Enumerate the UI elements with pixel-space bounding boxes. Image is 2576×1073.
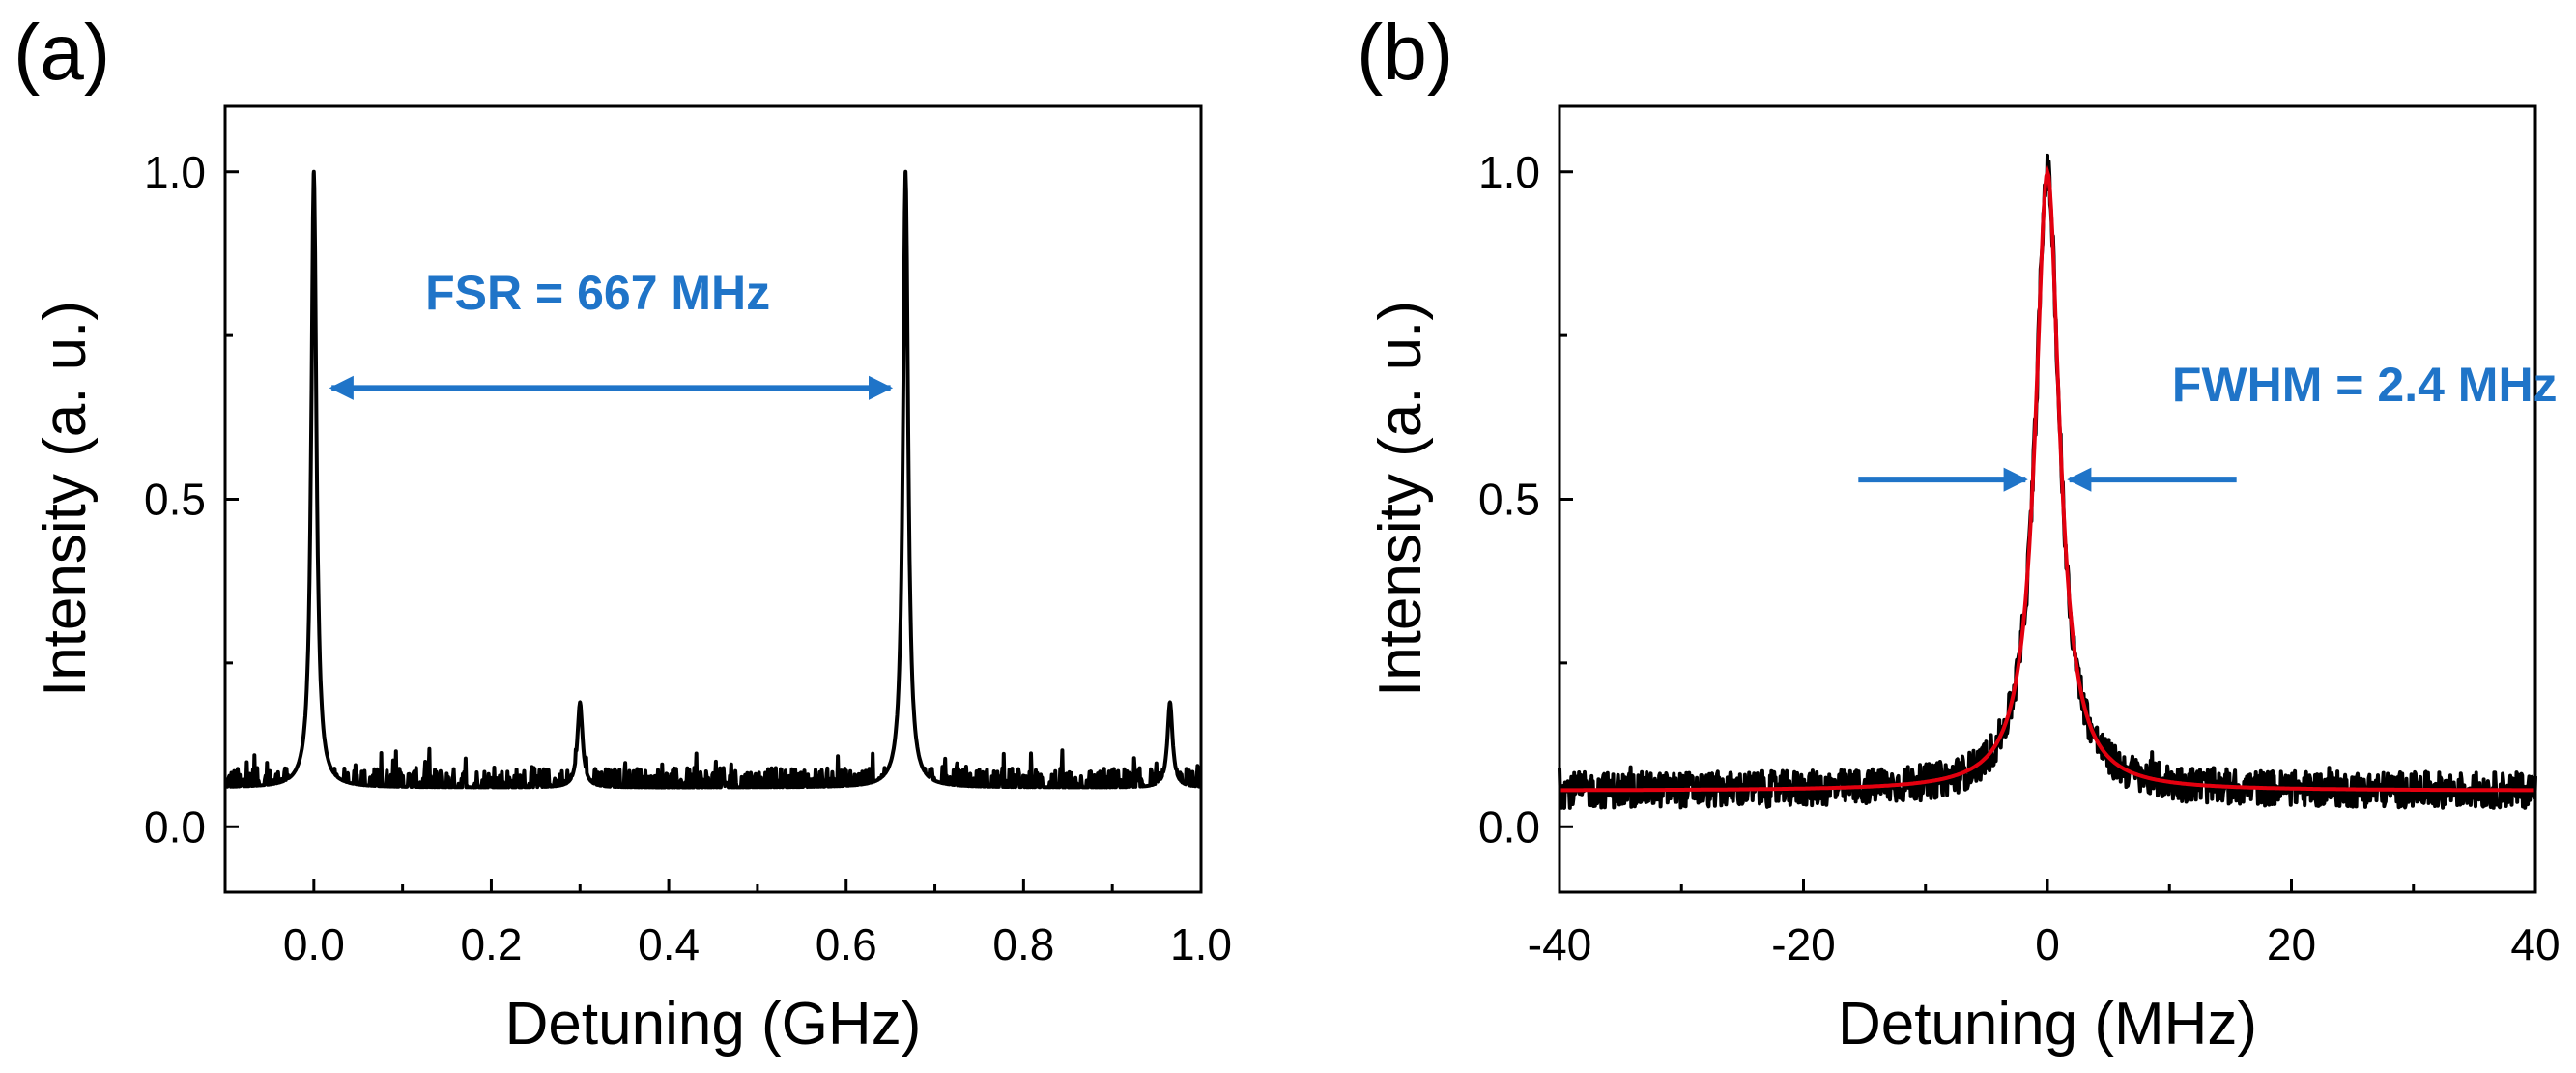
- panel-b-label: (b): [1357, 9, 1453, 97]
- x-tick-label: 0: [2035, 919, 2060, 970]
- y-tick-label: 1.0: [144, 147, 206, 197]
- measured-series-line: [223, 169, 1203, 790]
- panel-a: (a) 0.0 0.2 0.4 0.6 0.8 1.0 0.0 0.5 1.0 FSR = 66…: [14, 9, 1232, 1058]
- panel-b-x-axis-label: Detuning (MHz): [1838, 991, 2257, 1058]
- panel-a-label: (a): [14, 9, 110, 97]
- x-tick-label: 0.8: [992, 919, 1054, 970]
- x-tick-label: -40: [1528, 919, 1591, 970]
- x-tick-label: 20: [2267, 919, 2316, 970]
- y-tick-label: 0.0: [1478, 801, 1540, 852]
- panel-b-plot-area: [1558, 153, 2537, 810]
- y-tick-label: 0.5: [1478, 475, 1540, 525]
- panel-a-ticks: 0.0 0.2 0.4 0.6 0.8 1.0 0.0 0.5 1.0: [144, 147, 1232, 970]
- measured-series-line: [1558, 153, 2537, 810]
- x-tick-label: 0.6: [816, 919, 877, 970]
- x-tick-label: 0.2: [460, 919, 522, 970]
- x-tick-label: 0.4: [638, 919, 700, 970]
- y-tick-label: 0.5: [144, 475, 206, 525]
- panel-b-annotation: FWHM = 2.4 MHz: [1858, 358, 2558, 492]
- y-tick-label: 1.0: [1478, 147, 1540, 197]
- panel-a-x-axis-label: Detuning (GHz): [505, 991, 922, 1058]
- panel-b: (b) -40 -20 0 20 400.00.51.0 FWHM = 2.4 MHz …: [1357, 9, 2561, 1058]
- x-tick-label: 1.0: [1170, 919, 1232, 970]
- panel-a-annotation: FSR = 667 MHz: [329, 266, 894, 400]
- fsr-annotation-text: FSR = 667 MHz: [425, 266, 770, 320]
- fwhm-annotation-text: FWHM = 2.4 MHz: [2172, 358, 2558, 412]
- x-tick-label: 0.0: [283, 919, 345, 970]
- lorentzian-fit-line: [1560, 164, 2535, 793]
- panel-b-ticks: -40 -20 0 20 40 0.0 0.5 1.0: [1478, 147, 2561, 970]
- x-tick-label: 40: [2510, 919, 2560, 970]
- panel-a-y-axis-label: Intensity (a. u.): [32, 301, 99, 697]
- x-tick-label: -20: [1771, 919, 1835, 970]
- panel-a-plot-area: [223, 169, 1203, 790]
- y-tick-label: 0.0: [144, 801, 206, 852]
- panel-b-y-axis-label: Intensity (a. u.): [1367, 301, 1434, 697]
